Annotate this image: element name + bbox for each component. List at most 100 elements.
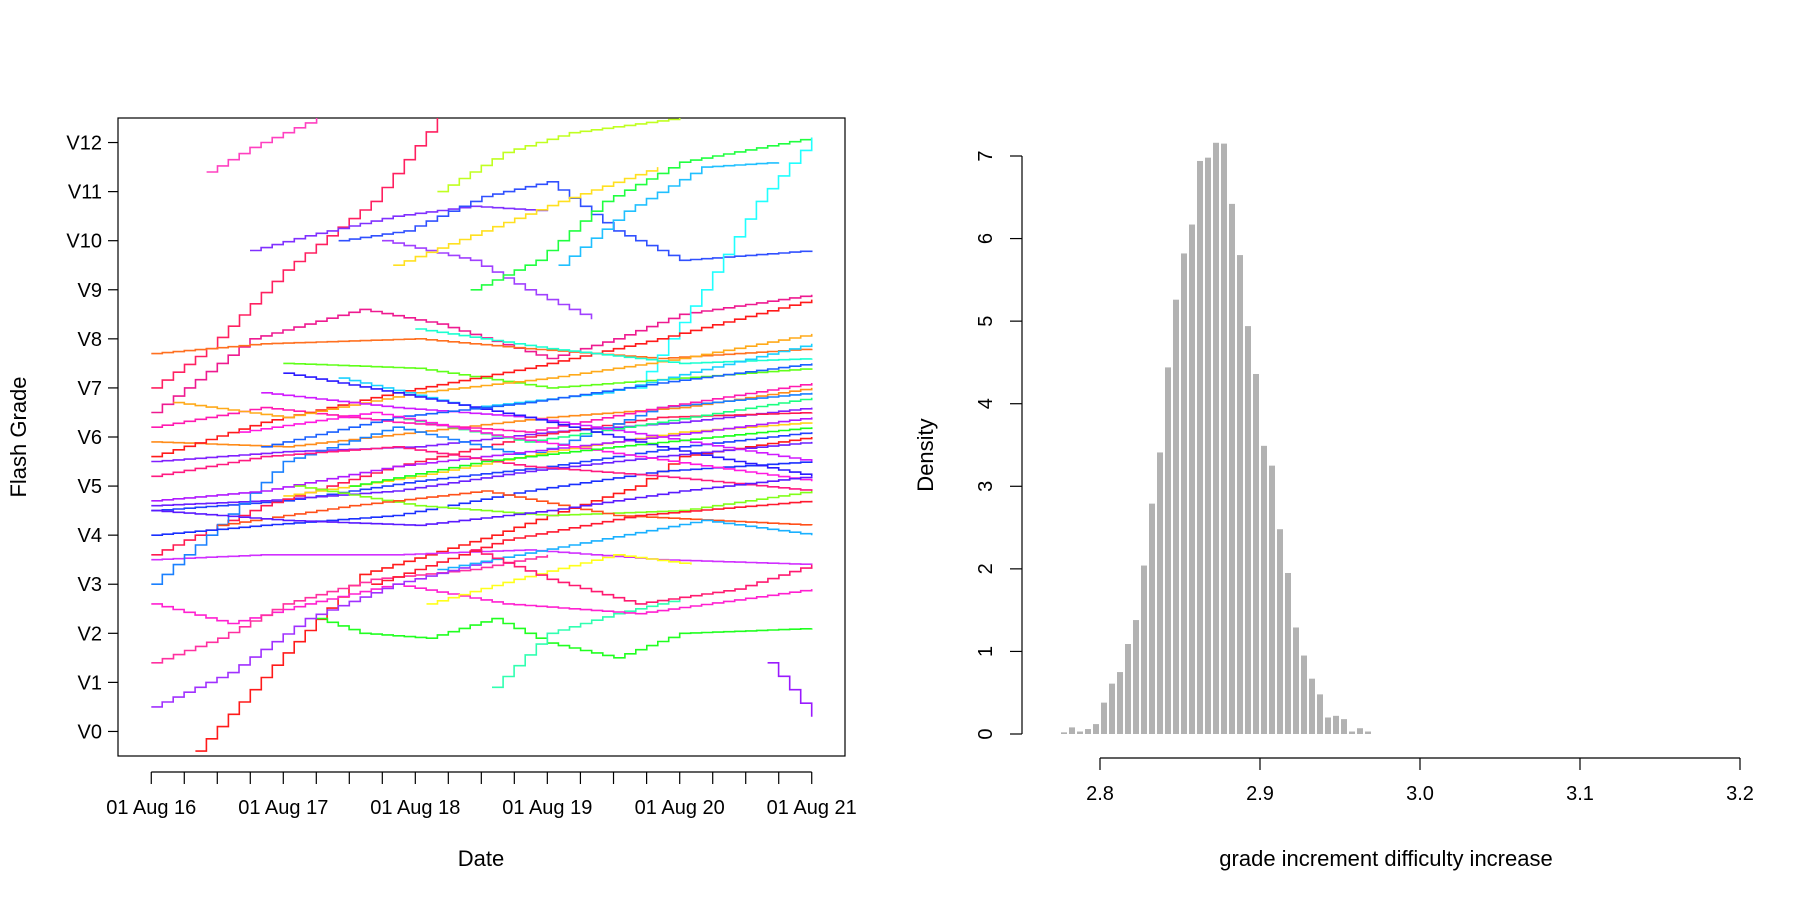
y-tick-label: V3 <box>78 574 102 596</box>
series-line <box>151 118 439 389</box>
y-tick-label: V4 <box>78 525 102 547</box>
y-tick-label: 4 <box>975 398 997 409</box>
histogram-bar <box>1125 643 1131 734</box>
y-tick-label: 5 <box>975 316 997 327</box>
histogram-bar <box>1069 727 1075 734</box>
series-line <box>316 617 813 659</box>
series-line <box>217 490 813 527</box>
histogram-bar <box>1173 299 1179 734</box>
series-line <box>151 549 813 565</box>
series-line <box>283 362 813 389</box>
y-axis: 0 1 2 3 4 5 6 7 <box>975 150 1023 740</box>
series-line <box>151 407 813 463</box>
histogram-bar <box>1309 678 1315 734</box>
histogram-bar <box>1085 729 1091 734</box>
series-line <box>294 485 813 517</box>
histogram-bar <box>1349 731 1355 734</box>
series-line <box>558 162 780 266</box>
y-axis-label: Flash Grade <box>6 376 31 497</box>
histogram-bar <box>1149 503 1155 734</box>
series-line <box>349 427 813 487</box>
x-axis-label: Date <box>458 846 504 871</box>
x-tick-label: 2.9 <box>1246 783 1274 805</box>
x-tick-label: 01 Aug 20 <box>635 797 725 819</box>
histogram-bar <box>1181 253 1187 735</box>
series-line <box>635 137 813 389</box>
y-tick-label: V7 <box>78 378 102 400</box>
x-tick-label: 3.1 <box>1566 783 1594 805</box>
y-tick-label: 1 <box>975 646 997 657</box>
histogram-bar <box>1165 367 1171 734</box>
histogram-bar <box>1317 694 1323 734</box>
x-axis-label: grade increment difficulty increase <box>1219 846 1552 871</box>
series-line <box>173 333 813 419</box>
histogram-bar <box>1109 683 1115 734</box>
series-line <box>470 137 813 291</box>
series-line <box>195 437 813 752</box>
series-line <box>151 446 813 491</box>
series-line <box>338 181 813 262</box>
x-tick-label: 3.0 <box>1406 783 1434 805</box>
histogram-bar <box>1077 731 1083 734</box>
histogram-bar <box>1093 724 1099 734</box>
x-tick-label: 01 Aug 16 <box>106 797 196 819</box>
series-line <box>151 417 813 502</box>
x-tick-label: 01 Aug 21 <box>767 797 857 819</box>
x-tick-label: 01 Aug 17 <box>238 797 328 819</box>
y-tick-label: V11 <box>68 182 102 204</box>
histogram-bar <box>1261 445 1267 734</box>
histogram-bar <box>1301 655 1307 734</box>
y-tick-label: 7 <box>975 150 997 161</box>
plot-frame <box>117 117 846 757</box>
x-tick-label: 3.2 <box>1726 783 1754 805</box>
histogram-bar <box>1229 203 1235 735</box>
series-line <box>151 392 813 585</box>
histogram-bar <box>1245 326 1251 734</box>
series-line <box>151 554 549 664</box>
series-line <box>470 549 813 605</box>
histogram-bar <box>1157 452 1163 734</box>
histogram-bar <box>1205 157 1211 734</box>
y-tick-label: V10 <box>66 231 102 253</box>
histogram-bar <box>1189 224 1195 734</box>
density-histogram: 0 1 2 3 4 5 6 7 2.8 2.9 3.0 3.1 3.2 grade increment… <box>913 142 1754 871</box>
y-tick-label: V1 <box>78 672 102 694</box>
histogram-bars <box>1061 142 1371 735</box>
x-axis: 01 Aug 16 01 Aug 17 01 Aug 18 01 Aug 19 01 A… <box>106 771 857 819</box>
histogram-bar <box>1285 572 1291 734</box>
series-line <box>250 205 549 252</box>
histogram-bar <box>1333 715 1339 734</box>
series-line <box>426 554 692 605</box>
y-tick-label: V6 <box>78 427 102 449</box>
series-line <box>151 299 813 458</box>
histogram-bar <box>1365 731 1371 734</box>
series-line <box>151 476 813 527</box>
x-axis: 2.8 2.9 3.0 3.1 3.2 <box>1086 757 1754 805</box>
histogram-bar <box>1197 160 1203 734</box>
histogram-bar <box>1253 373 1259 734</box>
series-line <box>206 118 318 173</box>
series-line <box>393 397 813 443</box>
series-line <box>239 411 813 482</box>
y-tick-label: V5 <box>78 476 102 498</box>
histogram-bar <box>1101 702 1107 734</box>
series-line <box>767 662 813 717</box>
x-tick-label: 01 Aug 19 <box>502 797 592 819</box>
histogram-bar <box>1237 255 1243 735</box>
histogram-bar <box>1341 719 1347 734</box>
histogram-bar <box>1117 672 1123 734</box>
y-tick-label: V8 <box>78 329 102 351</box>
series-line <box>151 461 813 536</box>
histogram-bar <box>1221 143 1227 735</box>
y-tick-label: V0 <box>78 721 102 743</box>
series-line <box>382 239 593 320</box>
series-line <box>371 500 813 585</box>
histogram-bar <box>1061 732 1067 734</box>
histogram-bar <box>1269 465 1275 734</box>
x-tick-label: 2.8 <box>1086 783 1114 805</box>
histogram-bar <box>1277 529 1283 734</box>
y-tick-label: V9 <box>78 280 102 302</box>
y-tick-label: 2 <box>975 563 997 574</box>
y-axis: V0 V1 V2 V3 V4 V5 V6 V7 V8 V9 V10 V11 V12 <box>66 133 118 743</box>
